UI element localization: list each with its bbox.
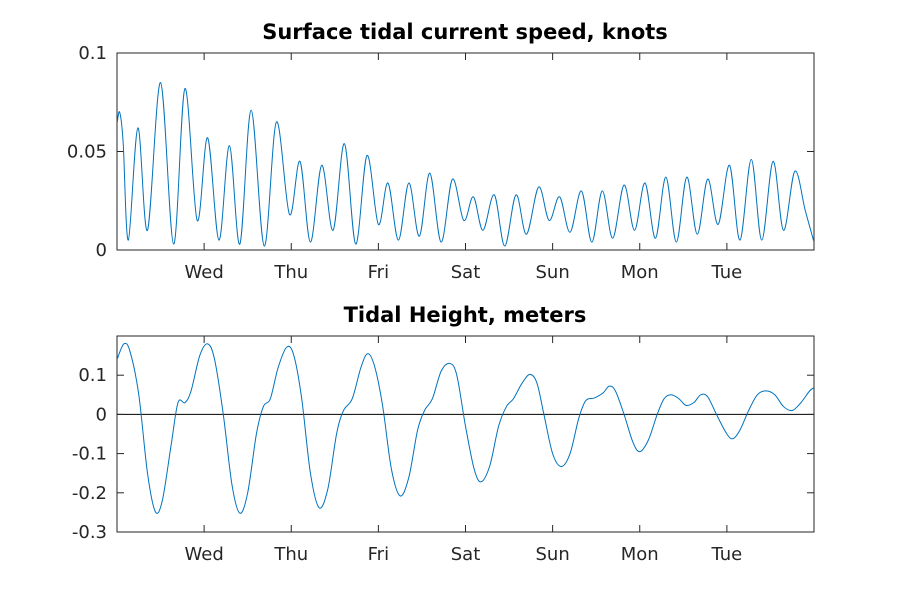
current-speed-x-tick-label: Wed (185, 262, 224, 283)
current-speed-x-tick-label: Sat (451, 262, 481, 283)
tidal-height-x-tick-label: Fri (368, 544, 389, 565)
tidal-height-x-tick-label: Sat (451, 544, 481, 565)
tidal-height-y-tick-label: -0.1 (72, 444, 107, 465)
tidal-height-title: Tidal Height, meters (344, 303, 587, 327)
tidal-height-x-tick-label: Sun (536, 544, 570, 565)
tidal-height-x-tick-label: Tue (711, 544, 743, 565)
current-speed-series-line (117, 82, 814, 247)
tidal-height-plot-area: -0.3 -0.2 -0.1 0 0.1 Wed Thu Fri Sat Sun Mon Tue (72, 335, 815, 565)
current-speed-plot-area: 0 0.05 0.1 Wed Thu Fri Sat Sun Mon Tue (67, 43, 815, 283)
tidal-height-y-tick-label: 0.1 (78, 365, 107, 386)
current-speed-title: Surface tidal current speed, knots (262, 20, 668, 44)
tidal-height-y-tick-label: -0.2 (72, 483, 107, 504)
tidal-height-series-line (117, 342, 814, 514)
tidal-height-x-tick-label: Mon (621, 544, 659, 565)
current-speed-x-tick-label: Thu (273, 262, 308, 283)
current-speed-x-tick-label: Tue (711, 262, 743, 283)
tidal-height-chart: Tidal Height, meters -0.3 -0.2 -0.1 0 0.1 Wed… (72, 303, 815, 565)
tidal-height-x-tick-label: Thu (273, 544, 308, 565)
current-speed-x-tick-label: Sun (536, 262, 570, 283)
current-speed-x-tick-label: Fri (368, 262, 389, 283)
tidal-height-y-tick-label: 0 (96, 404, 107, 425)
current-speed-y-tick-label: 0 (96, 240, 107, 261)
current-speed-chart: Surface tidal current speed, knots 0 0.05… (67, 20, 815, 283)
tidal-height-x-tick-label: Wed (185, 544, 224, 565)
current-speed-y-tick-label: 0.05 (67, 142, 107, 163)
tidal-height-y-tick-label: -0.3 (72, 522, 107, 543)
current-speed-y-tick-label: 0.1 (78, 43, 107, 64)
current-speed-x-tick-label: Mon (621, 262, 659, 283)
